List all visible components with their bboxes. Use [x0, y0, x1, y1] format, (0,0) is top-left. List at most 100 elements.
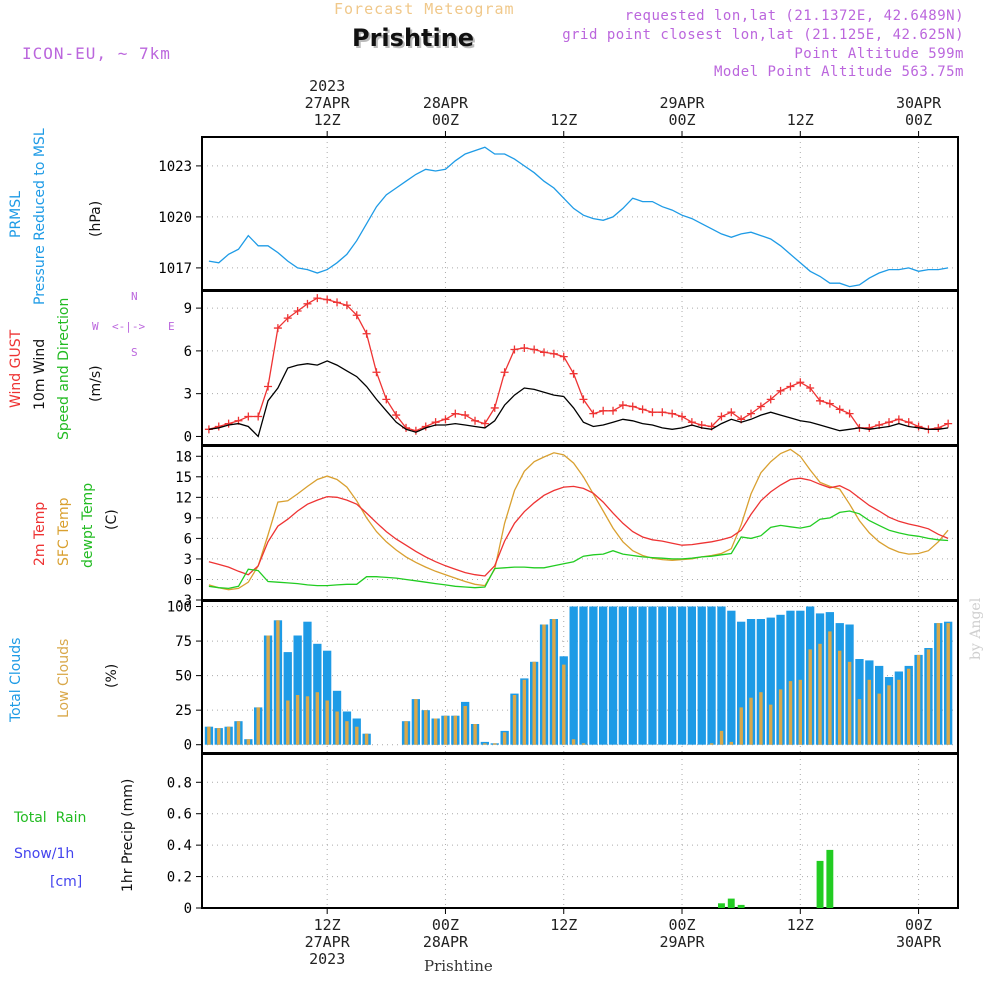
wind-gust-point [816, 396, 825, 405]
y-tick-label: 3 [184, 552, 192, 568]
y-tick-label: 0.8 [167, 775, 192, 791]
y-tick-label: -3 [175, 593, 192, 609]
y-tick-label: 0 [184, 572, 192, 588]
compass-w: W [92, 320, 99, 333]
low-clouds-bar [345, 721, 349, 745]
low-clouds-bar [502, 732, 507, 745]
compass-e: E [168, 320, 175, 333]
low-clouds-bar [315, 692, 319, 745]
y-tick-label: 0.4 [167, 838, 192, 854]
wind-gust-point [638, 405, 647, 414]
wind-gust-point [589, 409, 598, 418]
top-time-label: 12Z [787, 111, 814, 129]
y-tick-label: 15 [175, 470, 192, 486]
total-clouds-bar [697, 606, 706, 745]
top-time-label: 30APR [896, 94, 942, 112]
y-tick-label: 6 [184, 344, 192, 360]
low-clouds-bar [907, 668, 911, 745]
wind-gust-point [471, 416, 480, 425]
low-clouds-bar [493, 743, 497, 745]
panel-frame-wind [201, 290, 959, 446]
total-clouds-bar [303, 621, 312, 745]
wind-gust-point [480, 419, 489, 428]
wind-gust-point [648, 408, 657, 417]
wind-gust-point [303, 299, 312, 308]
low-clouds-bar [581, 743, 586, 745]
total-clouds-bar [687, 606, 696, 745]
bottom-time-label: 12Z [314, 916, 341, 934]
low-clouds-bar [946, 623, 950, 745]
low-clouds-bar [364, 733, 369, 745]
low-clouds-bar [778, 689, 783, 745]
wind-gust-point [441, 415, 450, 424]
bottom-time-label: 00Z [668, 916, 695, 934]
wind-gust-point [796, 378, 805, 387]
grid-point-coords: grid point closest lon,lat (21.125E, 42.… [562, 27, 964, 43]
bottom-time-label: 2023 [309, 950, 345, 968]
low-clouds-bar [759, 692, 763, 745]
wind-gust-point [283, 314, 292, 323]
requested-coords: requested lon,lat (21.1372E, 42.6489N) [624, 8, 964, 24]
low-clouds-bar [256, 707, 260, 745]
y-tick-label: 0 [184, 901, 192, 917]
chart-subtitle: Forecast Meteogram [334, 0, 515, 18]
wind-gust-point [609, 406, 618, 415]
total-clouds-bar [776, 614, 785, 745]
wind-gust-point [500, 368, 509, 377]
low-clouds-bar [286, 700, 290, 745]
wind-gust-point [540, 348, 549, 357]
wind-gust-point [451, 409, 460, 418]
low-clouds-bar [404, 721, 408, 745]
wind-gust-point [273, 324, 282, 333]
wind-gust-point [579, 395, 588, 404]
low-clouds-bar [226, 726, 231, 745]
low-clouds-bar [798, 679, 802, 745]
top-time-label: 00Z [905, 111, 932, 129]
y-tick-label: 1023 [158, 159, 192, 175]
temp-2m-line [208, 477, 949, 577]
y-tick-label: 3 [184, 387, 192, 403]
low-clouds-bar [433, 718, 438, 745]
low-clouds-bar [414, 699, 418, 745]
y-tick-label: 0 [184, 738, 192, 754]
wind-gust-point [352, 311, 361, 320]
wind-gust-point [894, 415, 903, 424]
bottom-time-label: 29APR [659, 933, 705, 951]
wind-gust-point [333, 298, 342, 307]
wind-gust-point [865, 423, 874, 432]
low-clouds-bar [838, 650, 842, 745]
total-clouds-bar [786, 610, 795, 745]
panel-frame-precip [201, 753, 959, 909]
low-clouds-bar [463, 706, 467, 745]
total-clouds-bar [717, 606, 726, 745]
top-time-label: 28APR [423, 94, 469, 112]
wind-gust-point [845, 409, 854, 418]
wind-gust-point [599, 406, 608, 415]
low-clouds-bar [295, 695, 300, 745]
total-clouds-bar [737, 621, 746, 745]
wind-gust-point [264, 382, 273, 391]
wind-10m-line [208, 360, 949, 438]
low-clouds-bar [867, 679, 871, 745]
total-clouds-bar [677, 606, 687, 745]
bottom-time-label: 12Z [787, 916, 814, 934]
wind-gust-point [766, 395, 775, 404]
wind-gust-point [944, 419, 953, 428]
low-clouds-bar [246, 739, 251, 745]
total-clouds-bar [569, 606, 578, 745]
bottom-time-label: 12Z [550, 916, 577, 934]
low-clouds-bar [355, 726, 359, 745]
total-clouds-bar [628, 606, 637, 745]
total-clouds-bar [608, 606, 618, 745]
low-clouds-bar [217, 728, 221, 745]
low-clouds-bar [719, 730, 724, 745]
low-clouds-bar [562, 664, 566, 745]
low-clouds-bar [818, 643, 822, 745]
wind-gust-point [520, 344, 529, 353]
prmsl-line [208, 146, 949, 288]
y-tick-label: 0.2 [167, 870, 192, 886]
dewpt-temp-line [208, 510, 949, 590]
top-time-label: 29APR [659, 94, 705, 112]
wind-gust-point [835, 405, 844, 414]
